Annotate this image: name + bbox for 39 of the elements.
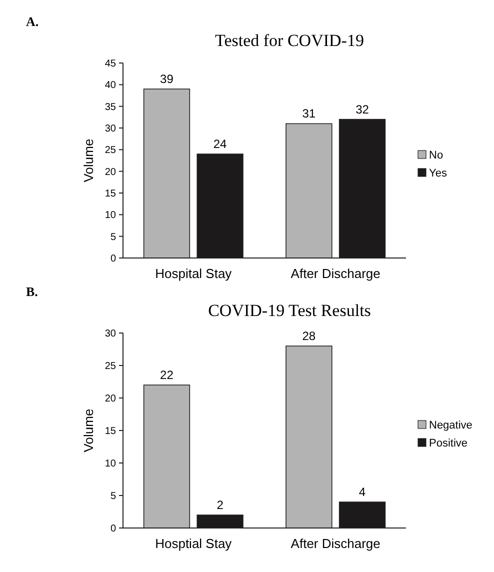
data-label: 22 (160, 368, 174, 382)
x-tick-label: Hospital Stay (155, 266, 232, 281)
text: A. (26, 14, 39, 29)
y-tick-label: 30 (104, 124, 116, 134)
y-tick-label: 15 (104, 188, 116, 200)
y-tick-label: 35 (104, 102, 116, 113)
data-label: 28 (302, 329, 316, 343)
y-tick-label: 20 (104, 394, 116, 404)
y-tick-label: 30 (104, 328, 116, 340)
data-label: 24 (213, 137, 228, 151)
data-label: 4 (358, 485, 366, 499)
y-tick-label: 25 (104, 145, 116, 156)
data-label: 31 (302, 106, 316, 121)
y-tick-label: 0 (110, 254, 116, 264)
legend-label: Yes (429, 167, 448, 180)
chart-title: Tested for COVID-19 (215, 31, 364, 50)
y-tick-label: 0 (110, 524, 116, 534)
y-tick-label: 40 (104, 80, 116, 92)
x-tick-label: Hosptial Stay (155, 536, 232, 551)
data-label: 2 (216, 498, 224, 512)
y-tick-label: 25 (104, 361, 116, 372)
x-tick-label: After Discharge (290, 536, 380, 551)
legend-label: No (429, 149, 444, 162)
y-tick-label: 5 (110, 491, 116, 502)
y-tick-label: 10 (104, 458, 116, 470)
legend-label: Positive (429, 437, 468, 450)
chart-title: COVID-19 Test Results (208, 301, 371, 320)
y-tick-label: 45 (104, 58, 116, 70)
y-axis-title: Volume (81, 408, 96, 452)
y-tick-label: 15 (104, 426, 116, 437)
y-tick-label: 20 (104, 166, 116, 178)
legend-label: Negative (429, 419, 472, 432)
y-axis-title: Volume (81, 138, 96, 182)
data-label: 39 (160, 72, 174, 86)
text: B. (26, 284, 38, 299)
y-tick-label: 5 (110, 232, 116, 243)
x-tick-label: After Discharge (290, 266, 380, 281)
y-tick-label: 10 (104, 210, 116, 222)
data-label: 32 (356, 102, 370, 116)
